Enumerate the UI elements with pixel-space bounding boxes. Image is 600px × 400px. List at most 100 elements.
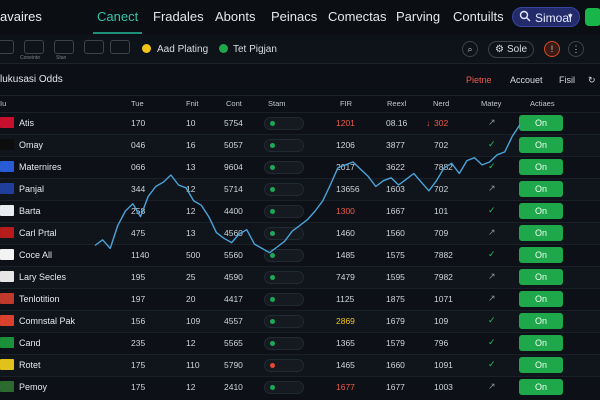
table-row[interactable]: Tenlotition 197 20 4417 1125 1875 1071 ↗ On <box>0 288 600 310</box>
cell-tue: 197 <box>131 294 146 304</box>
col-header-nerd[interactable]: Nerd <box>433 99 450 108</box>
tab-fisil[interactable]: Fisil <box>559 75 575 85</box>
nav-item-comectas[interactable]: Comectas <box>328 9 387 24</box>
refresh-icon[interactable]: ↻ <box>588 75 596 85</box>
cell-cont: 5565 <box>224 338 243 348</box>
stam-toggle[interactable] <box>264 315 304 328</box>
on-button[interactable]: On <box>519 181 563 197</box>
cell-tue: 475 <box>131 228 146 238</box>
on-button[interactable]: On <box>519 357 563 373</box>
stam-toggle[interactable] <box>264 117 304 130</box>
cell-reexl: 1660 <box>386 360 405 370</box>
stam-toggle[interactable] <box>264 337 304 350</box>
nav-item-canect[interactable]: Canect <box>92 9 143 34</box>
table-row[interactable]: Panjal 344 12 5714 13656 1603 702 ↗ On <box>0 178 600 200</box>
col-header-stam[interactable]: Stam <box>268 99 286 108</box>
table-row[interactable]: Omay 046 16 5057 1206 3877 702 ✓ On <box>0 134 600 156</box>
nav-item-abonts[interactable]: Abonts <box>215 9 256 24</box>
pigjan-button[interactable]: Tet Pigjan <box>233 44 277 55</box>
contest-icon[interactable] <box>24 40 44 54</box>
toolbar-caption-3: Stan <box>56 55 67 61</box>
stam-toggle[interactable] <box>264 183 304 196</box>
sole-toggle[interactable]: ⚙ Sole <box>488 41 534 58</box>
on-button[interactable]: On <box>519 379 563 395</box>
stam-toggle[interactable] <box>264 359 304 372</box>
on-button[interactable]: On <box>519 203 563 219</box>
table-row[interactable]: Coce All 1140 500 5560 1485 1575 7882 ✓ On <box>0 244 600 266</box>
table-row[interactable]: Pemoy 175 12 2410 1677 1677 1003 ↗ On <box>0 376 600 398</box>
notification-icon[interactable]: ! <box>544 41 560 57</box>
nav-item-contuilts[interactable]: Contuilts <box>453 9 504 24</box>
tab-pietne[interactable]: Pietne <box>466 75 492 85</box>
table-row[interactable]: Cand 235 12 5565 1365 1579 796 ✓ On <box>0 332 600 354</box>
trend-mark-icon: ✓ <box>488 161 496 171</box>
status-dot-icon <box>270 209 275 214</box>
stam-toggle[interactable] <box>264 249 304 262</box>
country-flag-icon <box>0 381 14 392</box>
cell-fir: 1300 <box>336 206 355 216</box>
cell-nerd: 702 <box>434 184 449 194</box>
country-flag-icon <box>0 227 14 238</box>
status-dot-icon <box>270 319 275 324</box>
cell-reexl: 1575 <box>386 250 405 260</box>
row-name: Panjal <box>19 184 45 194</box>
nav-item-parving[interactable]: Parving <box>396 9 441 24</box>
on-button[interactable]: On <box>519 313 563 329</box>
stam-toggle[interactable] <box>264 139 304 152</box>
nav-item-peinacs[interactable]: Peinacs <box>271 9 318 24</box>
on-button[interactable]: On <box>519 115 563 131</box>
on-button[interactable]: On <box>519 247 563 263</box>
search-icon-button[interactable]: ⌕ <box>462 41 478 57</box>
col-header-name[interactable]: Iu <box>0 99 7 108</box>
col-header-cont[interactable]: Cont <box>226 99 242 108</box>
on-button[interactable]: On <box>519 291 563 307</box>
status-square[interactable] <box>585 8 600 26</box>
stam-toggle[interactable] <box>264 205 304 218</box>
col-header-matey[interactable]: Matey <box>481 99 502 108</box>
cell-fir: 1460 <box>336 228 355 238</box>
stam-toggle[interactable] <box>264 271 304 284</box>
trend-mark-icon: ✓ <box>488 205 496 215</box>
table-row[interactable]: Carl Prtal 475 13 4560 1460 1560 709 ↗ On <box>0 222 600 244</box>
table-row[interactable]: Comnstal Pak 156 109 4557 2869 1679 109 ✓ On <box>0 310 600 332</box>
on-button[interactable]: On <box>519 269 563 285</box>
table-row[interactable]: Atis 170 10 5754 1201 08.16 ↓ 302 ↗ On <box>0 112 600 134</box>
on-button[interactable]: On <box>519 159 563 175</box>
stam-toggle[interactable] <box>264 227 304 240</box>
stam-toggle[interactable] <box>264 381 304 394</box>
search-dropdown[interactable]: Simoal ▾ <box>512 7 580 27</box>
on-button[interactable]: On <box>519 137 563 153</box>
stam-toggle[interactable] <box>264 293 304 306</box>
table-row[interactable]: Rotet 175 110 5790 1465 1660 1091 ✓ On <box>0 354 600 376</box>
cell-fir: 7479 <box>336 272 355 282</box>
grid-icon[interactable] <box>0 40 14 54</box>
toolbar: Coneinte Stan Aad Plating Tet Pigjan ⌕ ⚙… <box>0 36 600 64</box>
on-button[interactable]: On <box>519 335 563 351</box>
col-header-fir[interactable]: FIR <box>340 99 353 108</box>
table-row[interactable]: Barta 258 12 4400 1300 1667 101 ✓ On <box>0 200 600 222</box>
cell-reexl: 1679 <box>386 316 405 326</box>
trend-mark-icon: ↗ <box>488 293 496 303</box>
cell-cont: 9604 <box>224 162 243 172</box>
col-header-fnit[interactable]: Fnit <box>186 99 199 108</box>
chart-icon[interactable] <box>84 40 104 54</box>
grid-menu-icon[interactable]: ⋮ <box>568 41 584 57</box>
tab-accouet[interactable]: Accouet <box>510 75 543 85</box>
table-row[interactable]: Lary Secles 195 25 4590 7479 1595 7982 ↗ On <box>0 266 600 288</box>
stats-icon[interactable] <box>54 40 74 54</box>
cell-tue: 344 <box>131 184 146 194</box>
table-header: Iu Tue Fnit Cont Stam FIR Reexl Nerd Mat… <box>0 96 600 112</box>
col-header-reexl[interactable]: Reexl <box>387 99 407 108</box>
col-header-actions[interactable]: Actiaes <box>530 99 555 108</box>
nav-item-fradales[interactable]: Fradales <box>153 9 204 24</box>
trend-mark-icon: ↗ <box>488 117 496 127</box>
on-button[interactable]: On <box>519 225 563 241</box>
table-row[interactable]: Maternires 066 13 9604 2017 3622 7882 ✓ On <box>0 156 600 178</box>
add-plating-button[interactable]: Aad Plating <box>157 44 209 55</box>
toolbar-caption-2: Coneinte <box>20 55 41 61</box>
layers-icon[interactable] <box>110 40 130 54</box>
cell-fir: 1125 <box>336 294 355 304</box>
stam-toggle[interactable] <box>264 161 304 174</box>
row-name: Barta <box>19 206 41 216</box>
col-header-tue[interactable]: Tue <box>131 99 144 108</box>
